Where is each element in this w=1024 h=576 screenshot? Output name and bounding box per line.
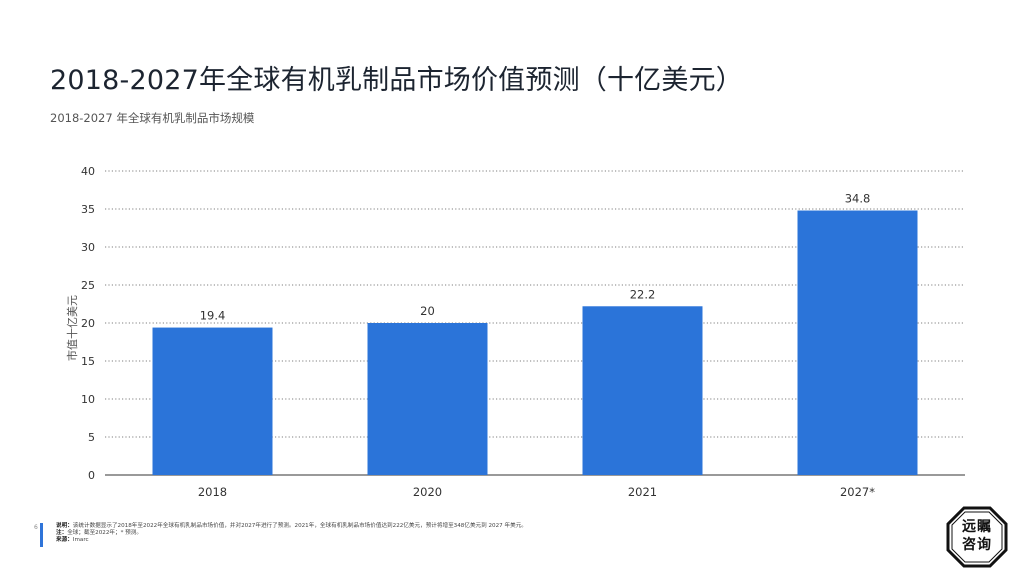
x-tick-label: 2020 [413,485,442,499]
footer-source-text: Imarc [72,537,89,544]
footer-source-label: 来源： [56,537,73,544]
footer-description: 说明：该统计数据显示了2018年至2022年全球有机乳制品市场价值，并对2027… [56,523,676,530]
bar-value-label: 20 [420,304,435,318]
y-tick-label: 10 [81,393,95,406]
bar [367,323,488,475]
footer-description-text: 该统计数据显示了2018年至2022年全球有机乳制品市场价值，并对2027年进行… [72,523,527,529]
footer-source: 来源：Imarc [56,537,676,544]
logo-text-line1: 远瞩 [962,519,992,535]
bar [582,306,703,475]
y-tick-label: 40 [81,165,95,178]
footer-note-label: 注： [56,530,68,537]
footer-description-label: 说明： [56,523,73,529]
bar-value-label: 34.8 [845,192,871,206]
x-tick-label: 2027* [840,485,875,499]
page-subtitle: 2018-2027 年全球有机乳制品市场规模 [50,111,255,125]
y-tick-label: 15 [81,355,95,368]
footer-note: 注：全球；截至2022年；* 预测。 [56,530,676,537]
y-tick-label: 25 [81,279,95,292]
logo-text-line2: 咨询 [962,537,992,553]
footer-note-text: 全球；截至2022年；* 预测。 [67,530,142,537]
company-logo: 远瞩 咨询 [946,506,1008,568]
x-tick-label: 2018 [198,485,227,499]
bar [797,210,918,475]
x-tick-label: 2021 [628,485,657,499]
y-axis-label: 市值十亿美元 [65,295,79,361]
y-tick-label: 5 [88,431,95,444]
logo-frame [946,506,1008,568]
page-number: 6 [34,524,38,531]
y-tick-label: 0 [88,469,95,482]
y-tick-label: 20 [81,317,95,330]
bar [152,327,273,475]
footer-accent-bar [40,523,43,547]
bar-value-label: 19.4 [200,309,226,323]
bar-value-label: 22.2 [630,287,656,301]
y-tick-label: 35 [81,203,95,216]
page-title: 2018-2027年全球有机乳制品市场价值预测（十亿美元） [50,65,743,96]
y-tick-label: 30 [81,241,95,254]
